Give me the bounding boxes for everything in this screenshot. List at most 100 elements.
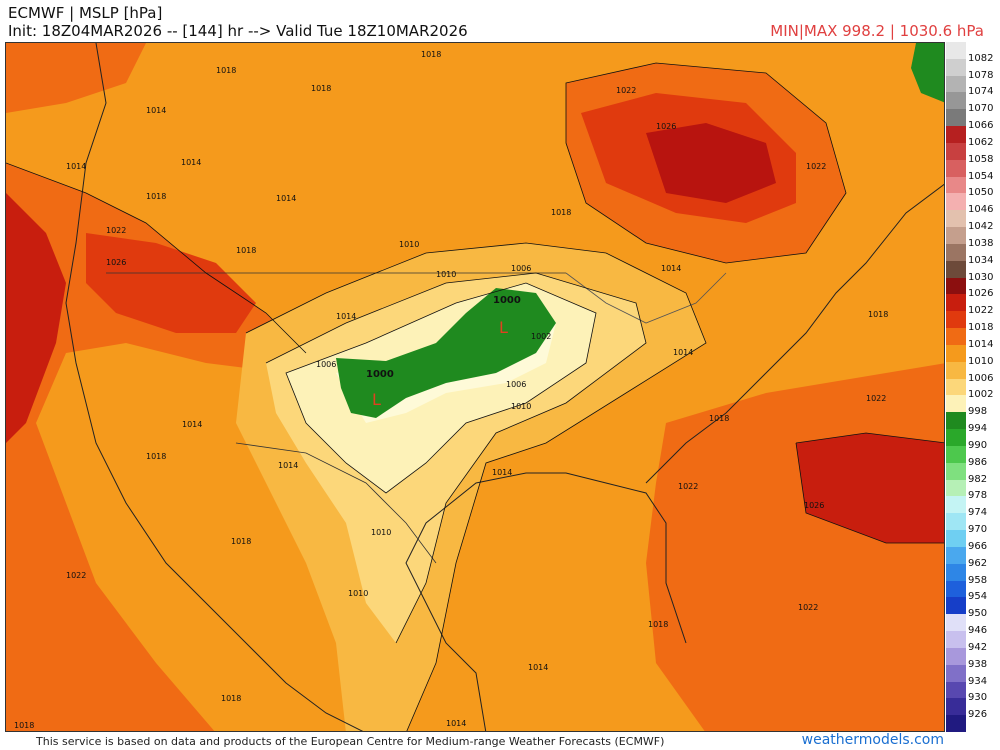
isobar-label: 1018 xyxy=(146,192,166,201)
watermark-link[interactable]: weathermodels.com xyxy=(801,732,944,748)
colorbar-swatch xyxy=(946,344,966,363)
colorbar-label: 1022 xyxy=(968,305,994,317)
colorbar-swatch xyxy=(946,664,966,682)
isobar-label: 1010 xyxy=(371,528,391,537)
colorbar-swatch xyxy=(946,227,966,245)
colorbar-swatch xyxy=(946,647,966,666)
colorbar-swatch xyxy=(946,395,966,413)
colorbar-swatch xyxy=(946,294,966,312)
isobar-label: 1022 xyxy=(866,394,886,403)
colorbar-label: 998 xyxy=(968,406,988,418)
colorbar-label: 966 xyxy=(968,540,988,552)
isobar-label: 1010 xyxy=(399,240,419,249)
isobar-label: 1018 xyxy=(648,620,668,629)
field-998-ne xyxy=(911,43,944,103)
isobar-label: 1022 xyxy=(66,571,86,580)
colorbar-swatch xyxy=(946,462,966,481)
colorbar-swatch xyxy=(946,412,966,430)
isobar-label: 1018 xyxy=(236,246,256,255)
colorbar-label: 926 xyxy=(968,709,988,721)
isobar-label: 1014 xyxy=(528,663,548,672)
isobar-label: 1018 xyxy=(221,694,241,703)
colorbar-swatch xyxy=(946,109,966,127)
colorbar-swatch xyxy=(946,159,966,178)
isobar-label: 1014 xyxy=(182,420,202,429)
colorbar-swatch xyxy=(946,243,966,262)
isobar-label: 1018 xyxy=(421,50,441,59)
footer-credit: This service is based on data and produc… xyxy=(36,735,665,748)
colorbar-label: 1046 xyxy=(968,204,994,216)
colorbar-swatch xyxy=(946,614,966,632)
isobar-label: 1022 xyxy=(798,603,818,612)
low-marker: L xyxy=(499,318,508,337)
colorbar-swatch xyxy=(946,631,966,649)
low-marker: L xyxy=(372,390,381,409)
colorbar-swatch xyxy=(946,378,966,396)
isobar-label: 1018 xyxy=(231,537,251,546)
east-coastline xyxy=(645,183,944,484)
colorbar-swatch xyxy=(946,176,966,194)
colorbar-swatch xyxy=(946,597,966,615)
min-max-readout: MIN|MAX 998.2 | 1030.6 hPa xyxy=(770,22,984,40)
header-bar: ECMWF | MSLP [hPa] Init: 18Z04MAR2026 --… xyxy=(0,0,1000,42)
isobar-label: 1014 xyxy=(66,162,86,171)
field-1022-atlantic xyxy=(646,363,944,731)
colorbar-label: 946 xyxy=(968,625,988,637)
isobar-label: 1010 xyxy=(348,589,368,598)
colorbar-label: 986 xyxy=(968,456,988,468)
isobar-label-low: 1000 xyxy=(366,369,394,380)
isobar-label: 1018 xyxy=(868,310,888,319)
colorbar-swatch xyxy=(946,126,966,144)
isobar-label: 1022 xyxy=(616,86,636,95)
isobar-label: 1014 xyxy=(446,719,466,728)
colorbar-swatch xyxy=(946,546,966,565)
colorbar-swatch xyxy=(946,193,966,211)
colorbar-label: 1034 xyxy=(968,254,994,266)
colorbar-swatch xyxy=(946,361,966,380)
isobar-label: 1022 xyxy=(806,162,826,171)
colorbar-label: 1030 xyxy=(968,271,994,283)
isobar-label: 1026 xyxy=(106,258,126,267)
isobar-label: 1026 xyxy=(656,122,676,131)
isobar-labels: 1018 1018 1018 1022 1014 1026 1026 1022 … xyxy=(14,50,888,730)
isobar-label: 1014 xyxy=(278,461,298,470)
isobar-label: 1014 xyxy=(181,158,201,167)
pressure-map: 1018 1018 1018 1022 1014 1026 1026 1022 … xyxy=(5,42,945,732)
isobar-label: 1022 xyxy=(678,482,698,491)
colorbar-swatch xyxy=(946,530,966,548)
colorbar-label: 1026 xyxy=(968,288,994,300)
isobar-label: 1018 xyxy=(146,452,166,461)
colorbar-label: 1054 xyxy=(968,170,994,182)
isobar-label: 1006 xyxy=(506,380,526,389)
colorbar-label: 1050 xyxy=(968,187,994,199)
colorbar-swatch xyxy=(946,75,966,93)
colorbar-label: 970 xyxy=(968,524,988,536)
colorbar-swatch xyxy=(946,580,966,598)
colorbar-label: 1010 xyxy=(968,355,994,367)
colorbar-label: 1074 xyxy=(968,86,994,98)
isobar-label: 1002 xyxy=(531,332,551,341)
colorbar-label: 1062 xyxy=(968,136,994,148)
isobar-label: 1026 xyxy=(804,501,824,510)
colorbar-label: 978 xyxy=(968,490,988,502)
isobar-label-low: 1000 xyxy=(493,295,521,306)
map-canvas: 1018 1018 1018 1022 1014 1026 1026 1022 … xyxy=(6,43,944,731)
colorbar-swatch xyxy=(946,277,966,295)
isobar-lines xyxy=(6,62,944,731)
colorbar-swatch xyxy=(946,311,966,329)
colorbar-label: 1002 xyxy=(968,389,994,401)
colorbar-swatch xyxy=(946,92,966,110)
colorbar-label: 954 xyxy=(968,591,988,603)
colorbar-label: 982 xyxy=(968,473,988,485)
colorbar-label: 994 xyxy=(968,423,988,435)
colorbar xyxy=(946,42,966,733)
colorbar-label: 974 xyxy=(968,507,988,519)
colorbar-swatch xyxy=(946,698,966,716)
colorbar-label: 990 xyxy=(968,439,988,451)
colorbar-label: 950 xyxy=(968,608,988,620)
colorbar-label: 1018 xyxy=(968,322,994,334)
field-1026-pacific xyxy=(6,193,66,443)
field-1030-hudson xyxy=(646,123,776,203)
isobar-label: 1014 xyxy=(673,348,693,357)
colorbar-label: 962 xyxy=(968,557,988,569)
